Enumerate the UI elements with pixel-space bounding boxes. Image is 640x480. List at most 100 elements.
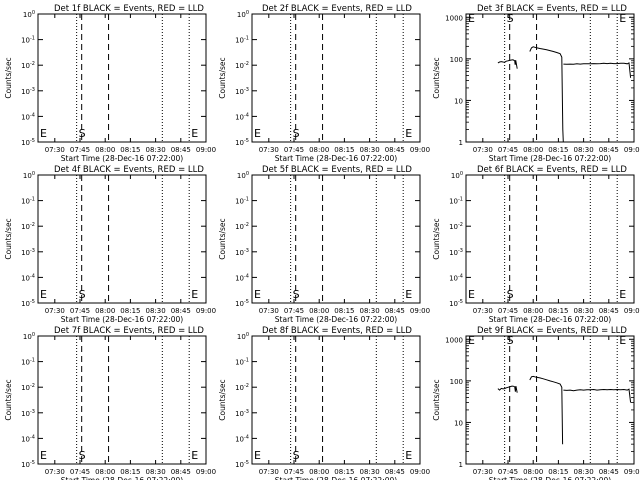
plot-frame xyxy=(251,174,421,304)
y-axis-label: Counts/sec xyxy=(218,379,227,420)
y-tick-label: 10-3 xyxy=(21,248,35,257)
x-tick-label: 09:00 xyxy=(410,307,430,315)
y-axis-label: Counts/sec xyxy=(4,218,13,259)
x-axis-label: Start Time (28-Dec-16 07:22:00) xyxy=(489,154,611,163)
x-tick-label: 07:30 xyxy=(473,307,493,315)
panel-det-2f: Det 2f BLACK = Events, RED = LLD 07:30 07:… xyxy=(218,4,430,163)
panel-title: Det 4f BLACK = Events, RED = LLD xyxy=(54,165,204,175)
y-tick-label: 10-4 xyxy=(449,273,463,282)
y-tick-label: 10-2 xyxy=(21,61,35,70)
y-tick-label: 10-2 xyxy=(21,383,35,392)
x-tick-label: 08:00 xyxy=(95,468,115,476)
x-tick-label: 08:30 xyxy=(574,307,594,315)
marker-e-left: E xyxy=(468,288,475,301)
x-tick-label: 07:30 xyxy=(45,146,65,154)
x-tick-label: 07:45 xyxy=(70,307,90,315)
x-tick-label: 08:00 xyxy=(309,468,329,476)
x-tick-label: 08:45 xyxy=(385,146,405,154)
x-tick-label: 08:45 xyxy=(385,468,405,476)
x-axis-label: Start Time (28-Dec-16 07:22:00) xyxy=(61,476,183,480)
x-tick-label: 08:45 xyxy=(599,146,619,154)
marker-s: S xyxy=(293,288,300,301)
marker-e-left: E xyxy=(468,12,475,25)
x-tick-label: 09:00 xyxy=(196,468,216,476)
y-tick-label: 1 xyxy=(459,461,463,469)
x-tick-label: 07:30 xyxy=(259,307,279,315)
y-tick-label: 10-1 xyxy=(235,36,249,45)
marker-s: S xyxy=(507,12,514,25)
y-tick-label: 10-5 xyxy=(235,138,249,147)
y-tick-label: 10-1 xyxy=(235,197,249,206)
plot-frame xyxy=(465,174,635,304)
y-tick-label: 10-4 xyxy=(21,434,35,443)
x-tick-label: 08:15 xyxy=(120,468,140,476)
x-tick-label: 08:45 xyxy=(599,307,619,315)
x-tick-label: 07:30 xyxy=(45,468,65,476)
x-tick-label: 08:15 xyxy=(548,468,568,476)
y-tick-label: 10-5 xyxy=(21,299,35,308)
x-tick-label: 08:30 xyxy=(146,146,166,154)
y-tick-label: 10-2 xyxy=(21,222,35,231)
x-tick-label: 08:15 xyxy=(334,307,354,315)
y-tick-label: 10-5 xyxy=(449,299,463,308)
x-tick-label: 08:30 xyxy=(360,146,380,154)
marker-e-right: E xyxy=(619,288,626,301)
marker-s: S xyxy=(79,127,86,140)
panel-title: Det 5f BLACK = Events, RED = LLD xyxy=(262,165,412,175)
y-tick-label: 10-3 xyxy=(235,248,249,257)
x-tick-label: 08:30 xyxy=(360,307,380,315)
marker-s: S xyxy=(293,449,300,462)
y-tick-label: 100 xyxy=(237,171,249,180)
y-axis-label: Counts/sec xyxy=(4,379,13,420)
y-tick-label: 100 xyxy=(237,10,249,19)
y-tick-label: 100 xyxy=(237,332,249,341)
y-tick-label: 1 xyxy=(459,139,463,147)
x-tick-label: 07:45 xyxy=(498,307,518,315)
x-axis-label: Start Time (28-Dec-16 07:22:00) xyxy=(275,154,397,163)
panel-title: Det 8f BLACK = Events, RED = LLD xyxy=(262,326,412,336)
x-tick-label: 08:00 xyxy=(523,468,543,476)
y-axis-label: Counts/sec xyxy=(218,57,227,98)
x-tick-label: 07:30 xyxy=(473,468,493,476)
y-tick-label: 10 xyxy=(454,419,463,427)
y-axis-label: Counts/sec xyxy=(218,218,227,259)
marker-e-right: E xyxy=(191,288,198,301)
x-tick-label: 08:30 xyxy=(146,307,166,315)
event-rate-line-9f-seg1 xyxy=(529,375,564,445)
x-tick-label: 07:30 xyxy=(45,307,65,315)
x-tick-label: 07:45 xyxy=(284,307,304,315)
x-tick-label: 08:30 xyxy=(574,146,594,154)
x-tick-label: 07:45 xyxy=(498,146,518,154)
x-tick-label: 08:00 xyxy=(523,146,543,154)
panel-det-7f: Det 7f BLACK = Events, RED = LLD 07:30 07:… xyxy=(4,326,216,480)
y-tick-label: 10-4 xyxy=(21,273,35,282)
x-tick-label: 09:00 xyxy=(624,146,640,154)
panel-det-6f: Det 6f BLACK = Events, RED = LLD 07:30 07:… xyxy=(432,165,640,324)
x-tick-label: 07:30 xyxy=(259,146,279,154)
x-tick-label: 09:00 xyxy=(410,468,430,476)
plot-frame xyxy=(251,335,421,465)
y-tick-label: 10-1 xyxy=(21,358,35,367)
plot-frame xyxy=(465,335,635,465)
panel-title: Det 7f BLACK = Events, RED = LLD xyxy=(54,326,204,336)
x-tick-label: 08:15 xyxy=(548,146,568,154)
marker-e-left: E xyxy=(40,449,47,462)
x-tick-label: 09:00 xyxy=(196,307,216,315)
y-tick-label: 10-1 xyxy=(21,197,35,206)
panel-title: Det 2f BLACK = Events, RED = LLD xyxy=(262,4,412,14)
panel-det-5f: Det 5f BLACK = Events, RED = LLD 07:30 07:… xyxy=(218,165,430,324)
x-axis-label: Start Time (28-Dec-16 07:22:00) xyxy=(61,315,183,324)
marker-e-left: E xyxy=(254,449,261,462)
marker-e-left: E xyxy=(40,127,47,140)
x-tick-label: 07:30 xyxy=(259,468,279,476)
x-tick-label: 08:45 xyxy=(385,307,405,315)
y-tick-label: 10-4 xyxy=(235,112,249,121)
x-tick-label: 08:45 xyxy=(171,146,191,154)
marker-e-right: E xyxy=(191,449,198,462)
marker-s: S xyxy=(79,288,86,301)
y-tick-label: 10-4 xyxy=(235,434,249,443)
event-rate-line-3f-seg0 xyxy=(497,59,518,69)
x-tick-label: 08:15 xyxy=(548,307,568,315)
y-tick-label: 10-2 xyxy=(449,222,463,231)
